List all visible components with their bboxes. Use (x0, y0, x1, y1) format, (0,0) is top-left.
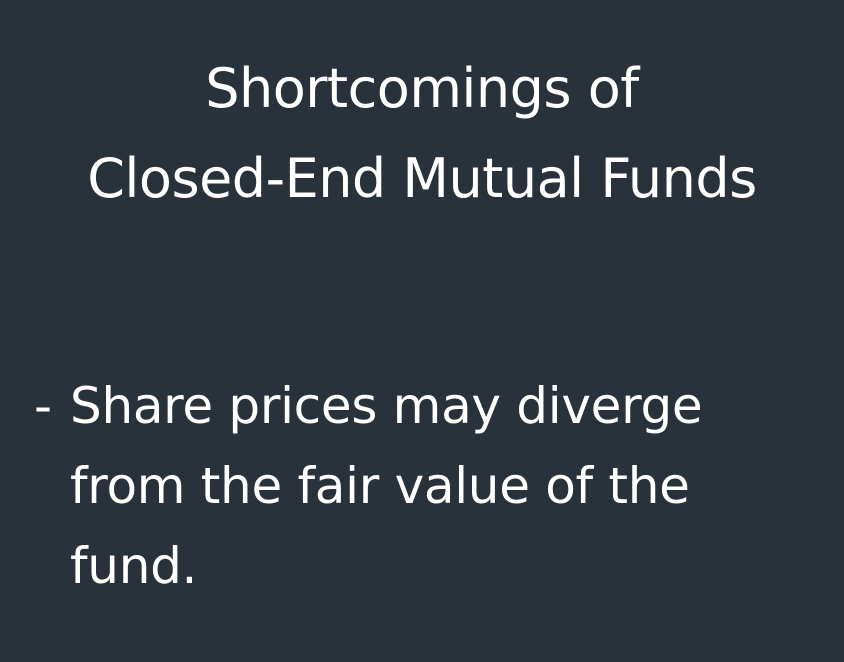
bullet-line-1: Share prices may diverge (70, 377, 703, 435)
slide-title: Shortcomings of Closed-End Mutual Funds (0, 44, 844, 224)
bullet-text: Share prices may diverge from the fair v… (70, 366, 824, 606)
slide-title-line-1: Shortcomings of (205, 57, 639, 120)
bullet-line-2: from the fair value of the (70, 457, 690, 515)
bullet-item: - Share prices may diverge from the fair… (34, 366, 824, 606)
bullet-marker: - (34, 377, 52, 435)
bullet-line-3: fund. (70, 537, 198, 595)
slide-title-line-2: Closed-End Mutual Funds (87, 147, 757, 210)
